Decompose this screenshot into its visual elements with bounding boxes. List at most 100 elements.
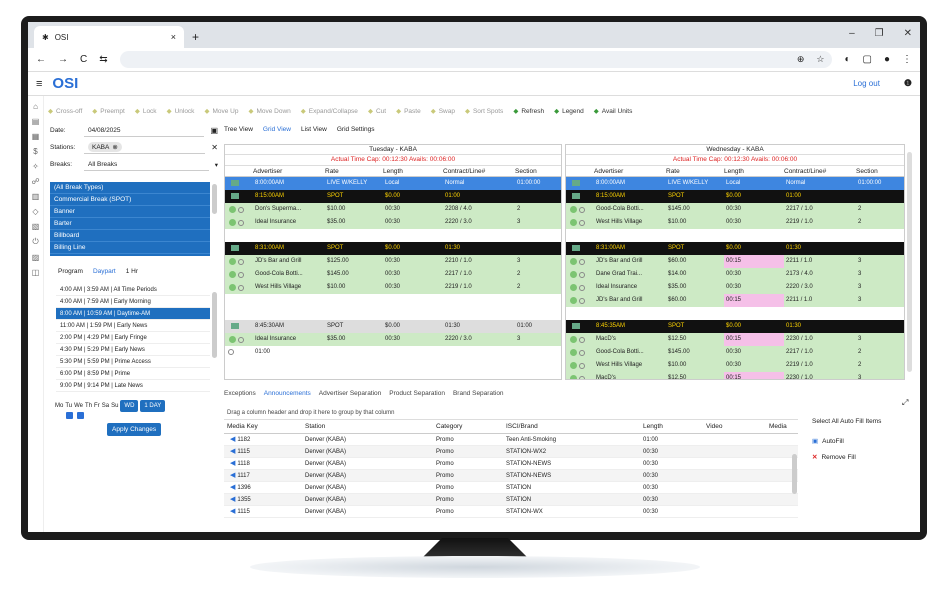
spot-info-icon[interactable] [579,298,585,304]
stations-input[interactable]: KABA ⊗ [84,142,206,154]
grid-column-header[interactable]: Category [436,423,463,430]
spot-info-icon[interactable] [228,349,234,355]
site-settings-icon[interactable]: ⇆ [99,54,108,65]
column-header[interactable]: Section [856,168,878,175]
daypart-item[interactable]: 8:00 AM | 10:59 AM | Daytime-AM [56,308,210,320]
day-toggle[interactable]: We [74,403,84,409]
status-icon[interactable] [570,258,577,265]
breaks-dropdown-icon[interactable]: ▾ [214,161,218,169]
schedule-row[interactable]: Don's Superma... $10.00 00:30 2208 / 4.0 2 [225,203,561,216]
schedule-row[interactable]: Good-Cola Botti... $145.00 00:30 2217 / 1.0… [566,203,904,216]
toolbar-unlock-button[interactable]: ◆ Unlock [167,107,195,116]
toolbar-cut-button[interactable]: ◆ Cut [368,107,386,116]
break-list-scrollbar[interactable] [212,184,217,214]
expand-icon[interactable]: ⤢ [902,398,909,407]
status-icon[interactable] [229,284,236,291]
break-type-item[interactable]: Barter [50,218,210,230]
schedule-row[interactable]: Good-Cola Botti... $145.00 00:30 2217 / 1.0… [566,346,904,359]
grid-column-header[interactable]: Station [305,423,326,430]
spot-info-icon[interactable] [238,285,244,291]
status-icon[interactable] [570,271,577,278]
nav-icon-8[interactable]: ◇ [32,207,39,216]
spot-info-icon[interactable] [238,272,244,278]
clear-stations-icon[interactable]: ✕ [211,143,218,152]
schedule-row[interactable]: 8:31:00AM SPOT $0.00 01:30 [225,242,561,255]
status-icon[interactable] [570,219,577,226]
status-icon[interactable] [229,206,236,213]
spot-info-icon[interactable] [579,376,585,379]
nav-icon-2[interactable]: ▤ [31,117,40,126]
schedule-row[interactable]: 8:15:00AM SPOT $0.00 01:00 [225,190,561,203]
toolbar-cross-off-button[interactable]: ◆ Cross-off [48,107,82,116]
logout-link[interactable]: Log out [853,79,880,88]
schedule-row[interactable]: MacD's $12.50 00:15 2230 / 1.0 3 [566,372,904,379]
spot-info-icon[interactable] [238,259,244,265]
breaks-select[interactable]: All Breaks [84,159,209,171]
toolbar-lock-button[interactable]: ◆ Lock [135,107,157,116]
toolbar-move-up-button[interactable]: ◆ Move Up [204,107,238,116]
speaker-icon[interactable]: ◀ [230,436,236,443]
day-toggle[interactable]: Tu [65,403,73,409]
status-icon[interactable] [570,349,577,356]
grid-row[interactable]: ◀ 1355 Denver (KABA) Promo STATION 00:30 [224,494,798,506]
spot-info-icon[interactable] [579,207,585,213]
schedule-row[interactable]: Ideal Insurance $35.00 00:30 2220 / 3.0 3 [225,216,561,229]
grid-column-header[interactable]: Length [643,423,663,430]
speaker-icon[interactable]: ◀ [230,460,236,467]
remove-fill-button[interactable]: ✕ Remove Fill [812,453,856,462]
break-type-item[interactable]: Commercial Break (SPOT) [50,194,210,206]
spot-info-icon[interactable] [579,220,585,226]
grid-row[interactable]: ◀ 1117 Denver (KABA) Promo STATION-NEWS 00:30 [224,470,798,482]
break-type-item[interactable]: Billing Line [50,242,210,254]
profile-icon[interactable]: ● [883,54,890,65]
bottom-tab[interactable]: Exceptions [224,390,256,397]
status-icon[interactable] [229,219,236,226]
day-toggle[interactable]: Su [111,403,119,409]
break-type-item[interactable]: Banner [50,206,210,218]
toolbar-avail-units-button[interactable]: ◆ Avail Units [594,107,633,116]
info-icon[interactable]: ❶ [903,78,912,88]
column-header[interactable]: Advertiser [594,168,624,175]
schedule-row[interactable]: Ideal Insurance $35.00 00:30 2220 / 3.0 3 [225,333,561,346]
hamburger-menu-icon[interactable]: ≡ [36,77,43,90]
schedule-scrollbar[interactable] [907,152,912,372]
status-icon[interactable] [229,271,236,278]
forward-icon[interactable]: → [58,54,68,65]
bottom-tab[interactable]: Product Separation [389,390,445,397]
nav-icon-6[interactable]: ☍ [31,177,40,186]
daypart-item[interactable]: 4:00 AM | 7:59 AM | Early Morning [56,296,210,308]
grid-row[interactable]: ◀ 1115 Denver (KABA) Promo STATION-WX2 00:30 [224,446,798,458]
view-tab[interactable]: Grid View [262,126,291,133]
spot-info-icon[interactable] [238,220,244,226]
close-window-icon[interactable]: ✕ [903,28,912,39]
spot-info-icon[interactable] [579,272,585,278]
speaker-icon[interactable]: ◀ [230,472,236,479]
schedule-row[interactable]: Good-Cola Botti... $145.00 00:30 2217 / 1.0… [225,268,561,281]
reload-icon[interactable]: C [80,54,88,65]
schedule-row[interactable]: West Hills Village $10.00 00:30 2219 / 1.0 2 [566,359,904,372]
column-header[interactable]: Length [724,168,744,175]
daypart-item[interactable]: 4:30 PM | 5:29 PM | Early News [56,344,210,356]
grid-row[interactable]: ◀ 1118 Denver (KABA) Promo STATION-NEWS 00:30 [224,458,798,470]
bookmark-star-icon[interactable]: ☆ [816,54,825,64]
nav-icon-3[interactable]: ▦ [31,132,40,141]
spot-info-icon[interactable] [579,363,585,369]
schedule-row[interactable]: 8:00:00AM LIVE W/KELLY Local Normal 01:00:00 [225,177,561,190]
weekdays-button[interactable]: WD [120,400,139,412]
break-type-list[interactable]: (All Break Types) Commercial Break (SPOT)… [50,182,210,256]
zoom-icon[interactable]: ⊕ [796,54,805,64]
day-toggle[interactable]: Sa [101,403,110,409]
day-toggle[interactable]: Mo [55,403,64,409]
schedule-row[interactable]: 8:00:00AM LIVE W/KELLY Local Normal 01:00:00 [566,177,904,190]
browser-menu-icon[interactable]: ⋮ [902,54,912,65]
daypart-scrollbar[interactable] [212,292,217,358]
view-tab[interactable]: Tree View [224,126,253,133]
schedule-row[interactable]: 8:45:30AM SPOT $0.00 01:30 01:00 [225,320,561,333]
column-header[interactable]: Section [515,168,537,175]
view-tab[interactable]: List View [300,126,327,133]
bottom-tab[interactable]: Brand Separation [452,390,504,397]
tab-close-icon[interactable]: × [170,32,176,42]
url-input[interactable]: ⊕ ☆ [119,51,833,68]
speaker-icon[interactable]: ◀ [230,508,236,515]
break-type-item[interactable]: Bonus [50,254,210,256]
